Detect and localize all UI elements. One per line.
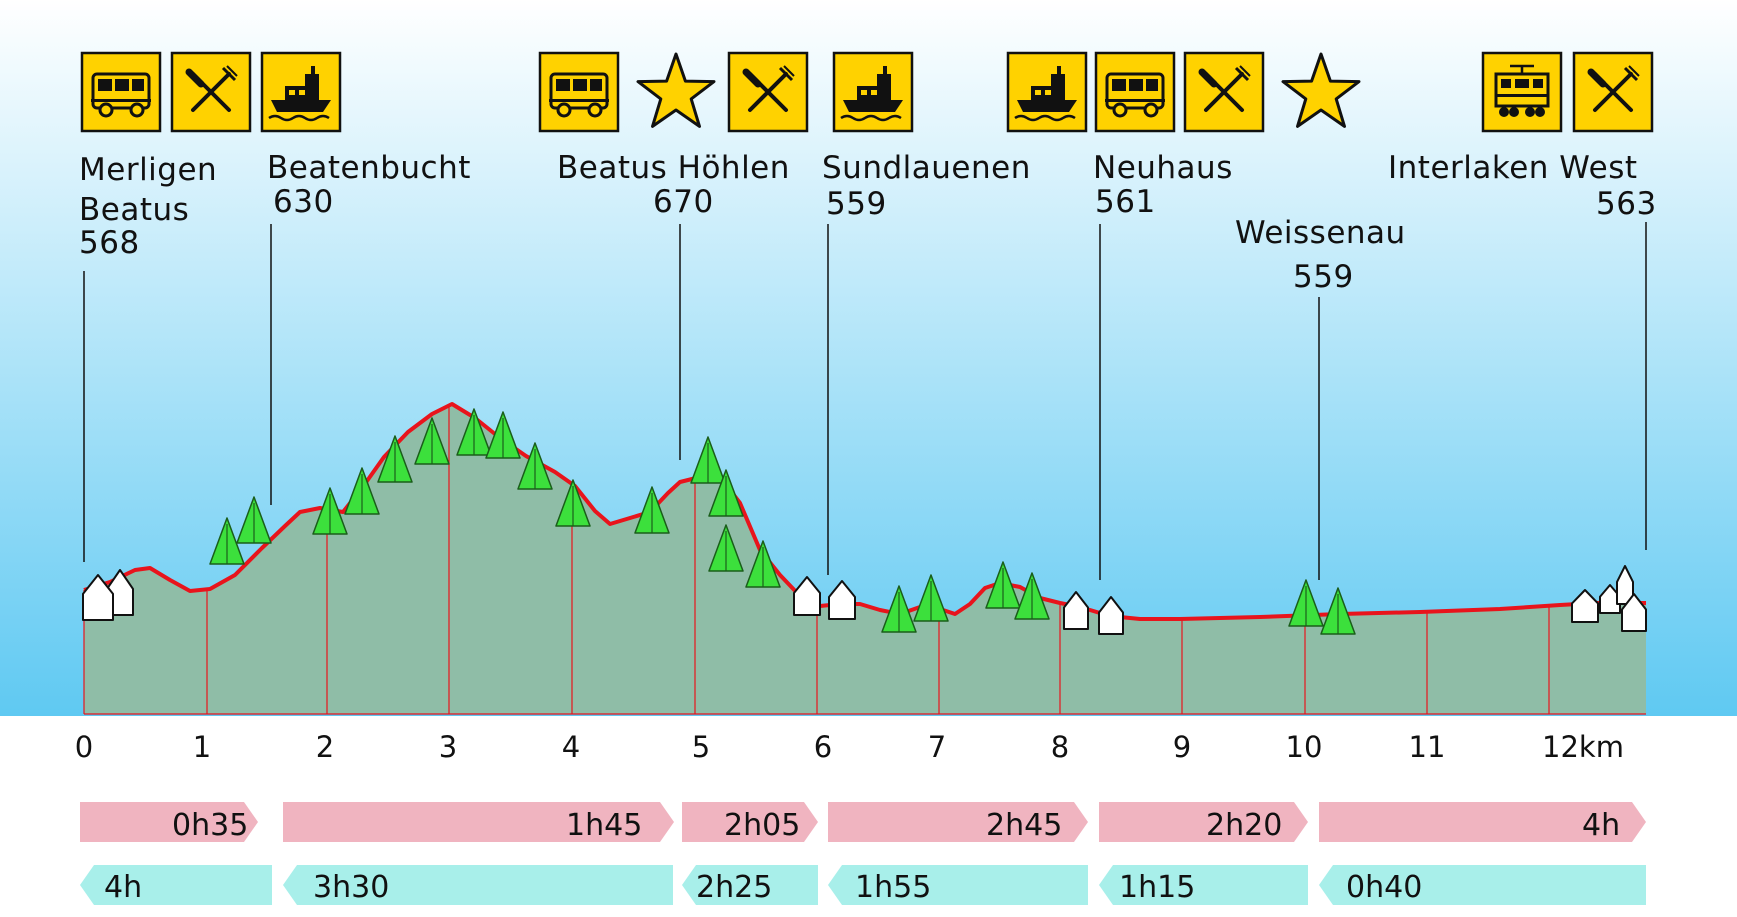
restaurant-icon bbox=[1183, 51, 1265, 133]
stop-elevation-beatenbucht: 630 bbox=[273, 184, 334, 220]
time-forward-5: 2h20 bbox=[1206, 808, 1283, 843]
stop-name-neuhaus: Neuhaus bbox=[1093, 150, 1233, 186]
backward-time-arrow bbox=[1319, 865, 1646, 905]
stop-elevation-interlaken-west: 563 bbox=[1596, 186, 1657, 222]
house-icon bbox=[1621, 593, 1647, 632]
forward-time-arrow bbox=[828, 802, 1088, 842]
stop-elevation-beatus-hoehlen: 670 bbox=[653, 184, 714, 220]
backward-time-arrow bbox=[1099, 865, 1308, 905]
time-backward-4: 1h55 bbox=[855, 870, 932, 905]
stop-name-merligen: Merligen bbox=[79, 152, 218, 188]
boat-icon bbox=[1006, 51, 1088, 133]
forward-time-arrow bbox=[80, 802, 258, 842]
house-icon bbox=[793, 576, 821, 616]
backward-time-arrow bbox=[682, 865, 818, 905]
star-icon bbox=[1281, 52, 1361, 128]
train-icon bbox=[1481, 51, 1563, 133]
bus-icon bbox=[80, 51, 162, 133]
forward-time-arrow bbox=[1099, 802, 1308, 842]
profile-area bbox=[84, 404, 1646, 714]
house-icon bbox=[1571, 589, 1599, 623]
stop-elevation-merligen: 568 bbox=[79, 225, 140, 261]
restaurant-icon bbox=[727, 51, 809, 133]
house-icon bbox=[1098, 596, 1124, 635]
km-label-3: 3 bbox=[438, 730, 458, 764]
stop-name-beatus: Beatus bbox=[79, 192, 190, 228]
boat-icon bbox=[260, 51, 342, 133]
time-backward-5: 1h15 bbox=[1119, 870, 1196, 905]
restaurant-icon bbox=[1572, 51, 1654, 133]
time-forward-4: 2h45 bbox=[986, 808, 1063, 843]
time-backward-6: 0h40 bbox=[1346, 870, 1423, 905]
time-backward-3: 2h25 bbox=[696, 870, 773, 905]
stop-name-interlaken-west: Interlaken West bbox=[1388, 150, 1638, 186]
stop-name-sundlauenen: Sundlauenen bbox=[822, 150, 1031, 186]
time-forward-2: 1h45 bbox=[566, 808, 643, 843]
time-backward-2: 3h30 bbox=[313, 870, 390, 905]
stop-elevation-sundlauenen: 559 bbox=[826, 186, 887, 222]
stop-name-beatus-hoehlen: Beatus Höhlen bbox=[557, 150, 790, 186]
km-label-10: 10 bbox=[1285, 730, 1323, 764]
house-icon bbox=[1599, 584, 1621, 614]
house-icon bbox=[82, 574, 114, 621]
km-label-7: 7 bbox=[927, 730, 947, 764]
stop-elevation-weissenau: 559 bbox=[1293, 259, 1354, 295]
km-label-6: 6 bbox=[813, 730, 833, 764]
house-icon bbox=[828, 580, 856, 620]
backward-time-arrow bbox=[283, 865, 673, 905]
bus-icon bbox=[538, 51, 620, 133]
stop-name-weissenau: Weissenau bbox=[1235, 215, 1406, 251]
star-icon bbox=[636, 52, 716, 128]
stop-name-beatenbucht: Beatenbucht bbox=[267, 150, 471, 186]
backward-time-arrow bbox=[828, 865, 1088, 905]
km-label-12: 12km bbox=[1542, 730, 1624, 764]
backward-time-arrow bbox=[80, 865, 272, 905]
stop-elevation-neuhaus: 561 bbox=[1095, 184, 1156, 220]
time-backward-1: 4h bbox=[104, 870, 143, 905]
km-label-0: 0 bbox=[74, 730, 94, 764]
boat-icon bbox=[832, 51, 914, 133]
km-label-4: 4 bbox=[561, 730, 581, 764]
time-forward-1: 0h35 bbox=[172, 808, 249, 843]
house-icon bbox=[1063, 591, 1089, 630]
forward-time-arrow bbox=[1319, 802, 1646, 842]
km-label-2: 2 bbox=[315, 730, 335, 764]
forward-time-arrow bbox=[283, 802, 674, 842]
km-label-11: 11 bbox=[1408, 730, 1446, 764]
km-label-8: 8 bbox=[1050, 730, 1070, 764]
km-label-1: 1 bbox=[192, 730, 212, 764]
km-label-9: 9 bbox=[1172, 730, 1192, 764]
km-label-5: 5 bbox=[691, 730, 711, 764]
restaurant-icon bbox=[170, 51, 252, 133]
forward-time-arrow bbox=[682, 802, 818, 842]
time-forward-6: 4h bbox=[1582, 808, 1621, 843]
bus-icon bbox=[1094, 51, 1176, 133]
time-forward-3: 2h05 bbox=[724, 808, 801, 843]
